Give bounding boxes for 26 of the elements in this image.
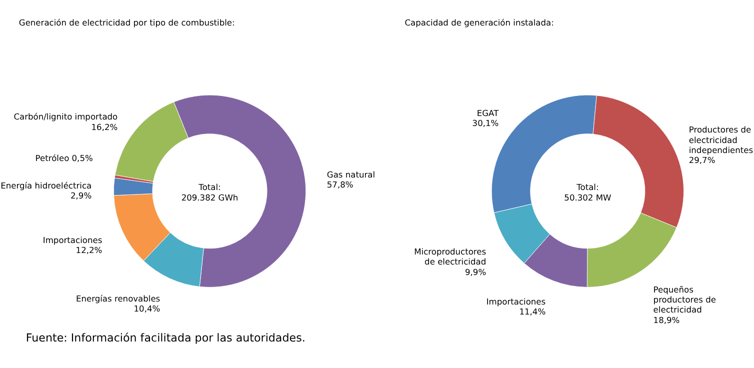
data-label: 30,1% bbox=[472, 118, 499, 128]
data-label: 16,2% bbox=[91, 122, 118, 132]
data-label: 18,9% bbox=[653, 314, 680, 325]
data-label: 2,9% bbox=[70, 190, 92, 201]
source-note: Fuente: Información facilitada por las autoridades. bbox=[26, 332, 306, 345]
chart-title: Capacidad de generación instalada: bbox=[404, 18, 554, 28]
slice-label: Productores de electricidad independientes bbox=[688, 124, 754, 155]
slice-label: Gas natural bbox=[326, 170, 376, 180]
slice-label: Microproductores de electricidad bbox=[414, 246, 486, 267]
data-label: 12,2% bbox=[76, 245, 102, 256]
data-label: 57,8% bbox=[326, 180, 354, 190]
text: Total: 209.382 GWh bbox=[181, 182, 238, 202]
text: Total: 50.302 MW bbox=[564, 182, 612, 202]
slice-label: Energía hidroeléctrica bbox=[0, 180, 92, 190]
chart-title: Generación de electricidad por tipo de combustible: bbox=[18, 18, 235, 28]
slice-label: EGAT bbox=[476, 108, 500, 118]
data-label: 10,4% bbox=[134, 303, 160, 314]
data-label: 29,7% bbox=[688, 155, 716, 166]
data-label: 9,9% bbox=[465, 266, 486, 277]
slice-label: Energías renovables bbox=[76, 293, 160, 304]
data-label: 11,4% bbox=[519, 306, 546, 317]
slice-label: Pequeños productores de electricidad bbox=[653, 284, 716, 315]
slice-label: Importaciones bbox=[486, 296, 546, 306]
slice-label: Carbón/lignito importado bbox=[14, 112, 118, 122]
slice-label: Petróleo 0,5% bbox=[35, 153, 93, 164]
slice-label: Importaciones bbox=[42, 234, 102, 245]
